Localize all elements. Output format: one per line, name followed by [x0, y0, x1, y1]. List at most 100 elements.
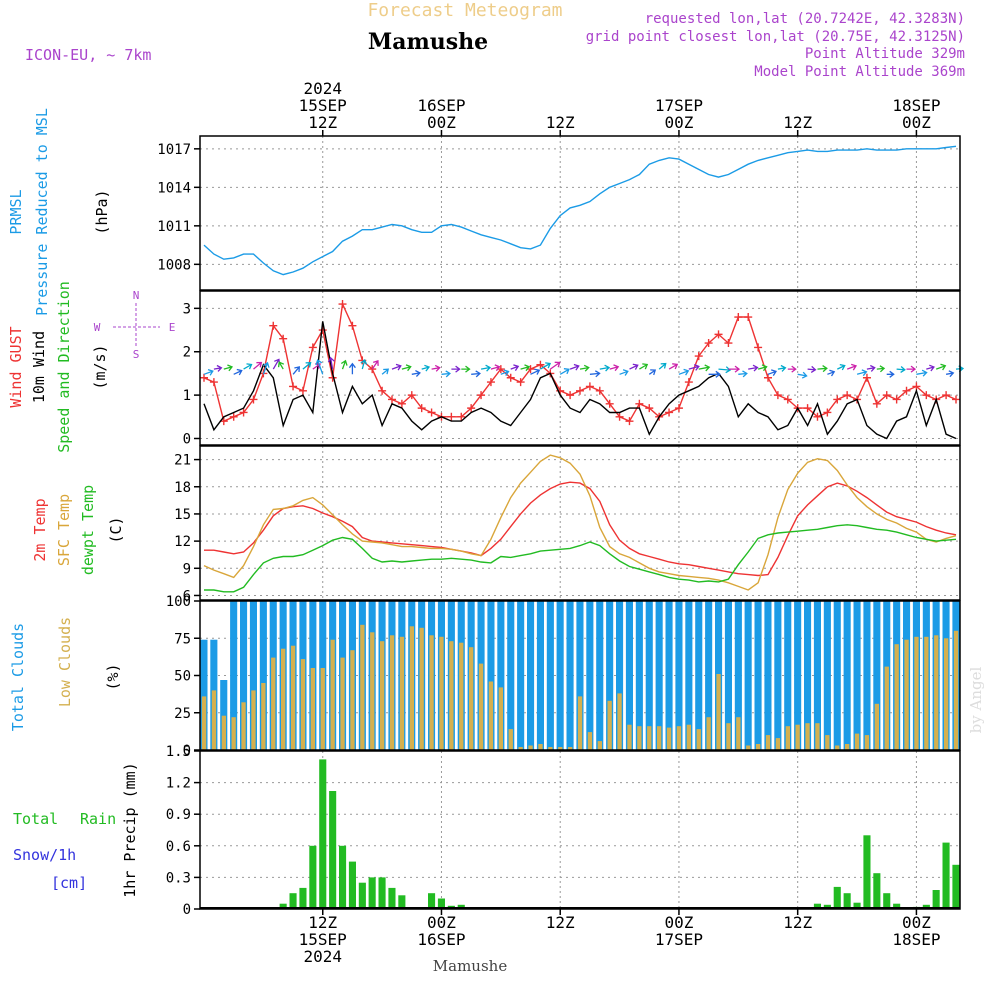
wind-direction-arrow: [243, 363, 253, 370]
gust-marker: [714, 330, 723, 339]
cloud-unit: (%): [104, 663, 122, 690]
wind-direction-arrow: [609, 364, 620, 372]
wind-direction-arrow: [678, 368, 690, 376]
total-bar: [833, 601, 841, 750]
rain-bar: [813, 903, 821, 909]
pressure-ytick-label: 1011: [157, 219, 191, 235]
total-bar: [220, 680, 228, 750]
model-altitude: Model Point Altitude 369m: [754, 64, 965, 80]
rain-bar: [942, 842, 950, 909]
wind-direction-arrow: [540, 362, 552, 370]
gust-marker: [447, 412, 456, 421]
bottom-time-label: 00Z: [427, 913, 456, 932]
wind-direction-arrow: [906, 365, 917, 373]
wind-direction-arrow: [277, 361, 285, 370]
rain-bar: [873, 873, 881, 909]
wind-direction-arrow: [348, 362, 356, 375]
low-bar: [518, 747, 523, 750]
precip-ytick-label: 0: [183, 902, 191, 918]
rain-bar: [289, 893, 297, 909]
low-bar: [696, 729, 701, 750]
bottom-time-label: 2024: [303, 947, 342, 966]
rain-bar: [388, 887, 396, 909]
gust-marker: [823, 408, 832, 417]
wind-ytick-label: 0: [183, 431, 191, 447]
wind-direction-arrow: [619, 369, 629, 376]
wind-direction-arrow: [926, 364, 935, 372]
compass-w: W: [94, 321, 101, 334]
low-bar: [706, 717, 711, 750]
low-bar: [577, 696, 583, 750]
gust-marker: [378, 386, 387, 395]
gust-marker: [200, 373, 208, 382]
gust-marker: [209, 378, 218, 387]
total-bar: [200, 639, 208, 750]
gust-marker: [576, 386, 584, 395]
panels-layer: 1008101110141017012369121518210255075100…: [157, 135, 965, 918]
gust-marker: [427, 408, 436, 417]
pressure-label-2: Pressure Reduced to MSL: [33, 108, 51, 316]
total-bar: [497, 601, 505, 750]
total-bar: [566, 601, 574, 750]
rain-bar: [309, 845, 317, 909]
wind-direction-arrow: [945, 370, 955, 378]
precip-ytick-label: 0.9: [166, 807, 191, 823]
wind-direction-arrow: [431, 364, 441, 372]
compass-n: N: [133, 289, 140, 302]
low-bar: [874, 703, 879, 750]
precip-ytick-label: 0.3: [166, 870, 191, 886]
low-bar: [627, 724, 632, 750]
wind-direction-arrow: [837, 363, 846, 371]
wind-label: 10m Wind: [30, 331, 48, 403]
credit-watermark: by Angel: [967, 666, 985, 733]
sfc-line: [203, 454, 957, 591]
total-bar: [576, 601, 584, 750]
low-bar: [815, 723, 820, 750]
low-bar: [201, 696, 207, 750]
total-bar: [843, 601, 851, 750]
rain-label-rain: Rain: [80, 810, 116, 828]
t2m-line: [204, 481, 957, 577]
low-bar: [894, 644, 899, 750]
top-time-label: 12Z: [308, 113, 337, 132]
wind-direction-arrow: [223, 364, 234, 372]
wind-direction-arrow: [896, 366, 906, 373]
gust-marker: [407, 391, 416, 400]
wind-direction-arrow: [213, 364, 223, 372]
total-bar: [873, 601, 881, 750]
low-bar: [429, 635, 434, 750]
wind-direction-arrow: [559, 368, 570, 375]
low-bar: [647, 726, 652, 750]
total-bar: [804, 601, 812, 750]
low-bar: [716, 674, 721, 750]
wind-direction-arrow: [381, 368, 390, 375]
rain-bar: [428, 893, 436, 909]
low-bar: [330, 639, 335, 750]
clouds-panel: 0 25 50 75 100: [166, 594, 961, 759]
wind-direction-arrow: [461, 365, 471, 373]
total-bar: [487, 601, 495, 750]
rain-bar: [319, 759, 327, 909]
wind-direction-arrow: [787, 365, 797, 373]
t2m-label: 2m Temp: [31, 498, 49, 561]
wind-direction-arrow: [688, 363, 700, 371]
total-bar: [754, 601, 762, 750]
wind-direction-arrow: [748, 364, 759, 372]
gust-marker: [773, 391, 782, 400]
temp-ytick-label: 21: [174, 453, 191, 469]
point-altitude: Point Altitude 329m: [805, 46, 965, 62]
total-bar: [784, 601, 792, 750]
gust-marker: [892, 395, 901, 404]
gust-marker: [635, 399, 644, 408]
compass-rose: N E S W: [94, 289, 176, 361]
rain-bar: [457, 904, 465, 909]
wind-direction-arrow: [569, 363, 580, 371]
low-bar: [924, 636, 929, 750]
total-bar: [240, 601, 248, 750]
wind-direction-arrow: [471, 370, 481, 378]
low-bar: [320, 668, 325, 750]
low-bar: [459, 642, 464, 750]
total-bar: [724, 601, 732, 750]
rain-bar: [893, 903, 901, 909]
